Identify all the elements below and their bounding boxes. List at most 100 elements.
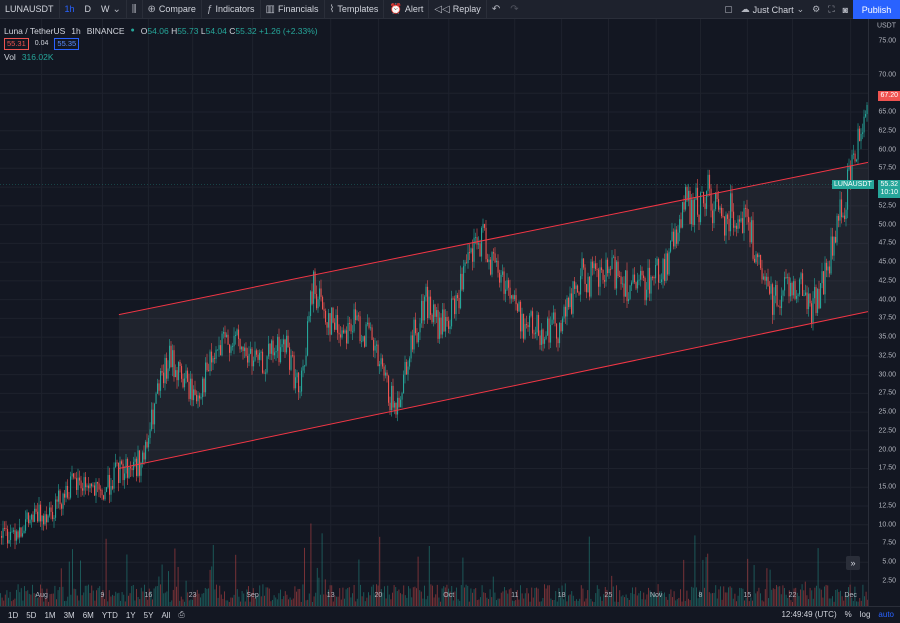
publish-button[interactable]: Publish — [853, 0, 900, 19]
interval-1h[interactable]: 1h — [58, 0, 80, 19]
volume-bar — [812, 598, 814, 606]
candle-body — [866, 104, 868, 115]
volume-bar — [492, 576, 494, 606]
range-1d[interactable]: 1D — [8, 610, 19, 620]
candle-body — [502, 271, 504, 275]
volume-bar — [278, 593, 280, 606]
sell-price-button[interactable]: 55.31 — [4, 37, 29, 50]
candle-body — [818, 288, 820, 309]
range-all[interactable]: All — [161, 610, 171, 620]
time-axis[interactable]: Aug 9 16 23 Sep 13 20 Oct 11 18 25 Nov 8 15 22 Dec — [0, 587, 868, 606]
layout-square-icon[interactable]: ▢ — [724, 4, 733, 14]
percent-toggle[interactable]: % — [844, 610, 852, 619]
range-3m[interactable]: 3M — [63, 610, 75, 620]
volume-bar — [38, 597, 40, 606]
undo-button[interactable]: ↶ — [485, 0, 505, 19]
camera-icon[interactable]: ◙ — [842, 4, 848, 15]
volume-bar — [244, 601, 246, 606]
candle-body — [379, 364, 381, 367]
volume-bar — [70, 594, 72, 606]
volume-bar — [476, 600, 478, 606]
range-1m[interactable]: 1M — [44, 610, 56, 620]
range-1y[interactable]: 1Y — [125, 610, 136, 620]
volume-bar — [803, 590, 805, 606]
volume-bar — [612, 586, 614, 606]
candle-body — [823, 271, 825, 295]
volume-bar — [619, 590, 621, 606]
date-range-icon[interactable]: ⎙ — [178, 610, 185, 619]
volume-bar — [353, 585, 355, 606]
volume-bar — [385, 598, 387, 606]
interval-w[interactable]: W ⌄ — [96, 0, 126, 19]
range-ytd[interactable]: YTD — [101, 610, 118, 620]
channel-upper-line — [118, 161, 868, 316]
volume-bar — [12, 599, 14, 606]
candle-body — [41, 515, 43, 522]
volume-bar — [593, 601, 595, 606]
volume-bar — [94, 600, 96, 606]
alert-button[interactable]: ⏰ Alert — [383, 0, 428, 19]
indicators-button[interactable]: ƒ Indicators — [200, 0, 260, 19]
range-5y[interactable]: 5Y — [143, 610, 154, 620]
volume-bar — [396, 591, 398, 606]
scroll-to-latest-button[interactable]: » — [846, 556, 860, 570]
volume-bar — [678, 597, 680, 606]
candle-body — [695, 187, 697, 200]
candle-body — [403, 374, 405, 394]
volume-bar — [592, 601, 593, 606]
interval-d[interactable]: D — [80, 0, 97, 19]
financials-button[interactable]: ▥ Financials — [259, 0, 324, 19]
volume-bar — [380, 588, 382, 606]
candle-body — [755, 254, 757, 263]
buy-price-button[interactable]: 55.35 — [54, 37, 80, 50]
range-6m[interactable]: 6M — [82, 610, 94, 620]
volume-bar — [414, 586, 416, 606]
volume-bar — [369, 595, 371, 606]
candle-body — [20, 527, 22, 537]
volume-bar — [657, 584, 659, 606]
candle-body — [397, 397, 399, 415]
candle-body — [770, 284, 772, 294]
volume-bar — [28, 593, 30, 606]
volume-bar — [822, 597, 824, 606]
candle-body — [503, 271, 505, 294]
auto-scale-toggle[interactable]: auto — [878, 610, 894, 619]
replay-button[interactable]: ◁◁ Replay — [428, 0, 485, 19]
chart-type-button[interactable]: ⫼ — [125, 0, 142, 19]
volume-bar — [251, 592, 253, 606]
range-5d[interactable]: 5D — [26, 610, 37, 620]
symbol-search[interactable]: LUNAUSDT — [0, 0, 59, 19]
interval-w-label: W — [101, 4, 110, 14]
candle-body — [341, 330, 343, 338]
candle-body — [175, 370, 177, 378]
fullscreen-icon[interactable]: ⛶ — [828, 4, 835, 14]
volume-bar — [152, 599, 153, 606]
volume-bar — [555, 591, 557, 606]
volume-bar — [216, 584, 217, 606]
redo-button[interactable]: ↷ — [505, 0, 523, 19]
candle-body — [844, 215, 846, 220]
clock-time[interactable]: 12:49:49 (UTC) — [781, 610, 837, 619]
volume-bar — [73, 588, 75, 606]
volume-bar — [561, 585, 563, 606]
volume-bar — [649, 590, 651, 606]
volume-bar — [217, 597, 219, 606]
volume-bar — [744, 600, 745, 606]
layout-menu[interactable]: ☁ Just Chart ⌄ — [741, 4, 805, 15]
volume-bar — [835, 590, 837, 606]
volume-bar — [363, 592, 365, 606]
price-tick-label: 25.00 — [878, 408, 896, 416]
volume-bar — [588, 536, 590, 606]
chart-canvas[interactable] — [0, 19, 868, 606]
settings-gear-icon[interactable]: ⚙ — [812, 4, 821, 14]
price-axis[interactable]: USDT75.0070.0065.0062.5060.0057.5055.005… — [868, 19, 900, 606]
candle-body — [157, 383, 159, 394]
volume-bar — [166, 591, 168, 606]
volume-bar — [494, 592, 496, 606]
candle-body — [97, 482, 99, 484]
volume-bar — [168, 571, 169, 606]
candle-body — [305, 355, 307, 366]
compare-button[interactable]: ⊕ Compare — [141, 0, 201, 19]
log-toggle[interactable]: log — [859, 610, 871, 619]
templates-button[interactable]: ⌇ Templates — [323, 0, 384, 19]
